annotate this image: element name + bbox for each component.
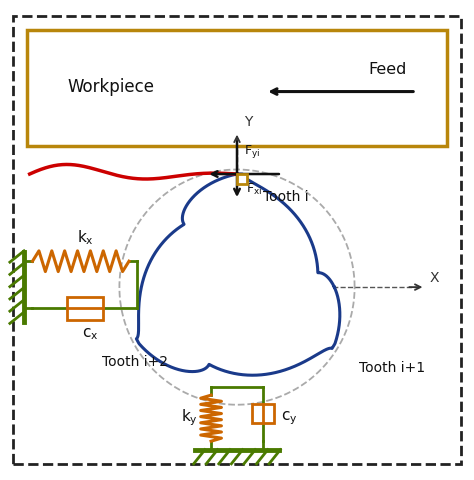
Text: Tooth i+1: Tooth i+1	[359, 361, 425, 375]
Text: Tooth i: Tooth i	[263, 190, 309, 204]
Text: X: X	[430, 271, 439, 285]
Text: k$_{\rm x}$: k$_{\rm x}$	[77, 228, 94, 247]
Text: Feed: Feed	[369, 62, 407, 77]
Text: c$_{\rm x}$: c$_{\rm x}$	[82, 326, 99, 342]
Polygon shape	[137, 174, 340, 375]
Text: Y: Y	[244, 115, 253, 130]
Text: k$_{\rm y}$: k$_{\rm y}$	[181, 408, 198, 429]
Text: Workpiece: Workpiece	[67, 78, 155, 96]
Text: F$_{\rm xi}$: F$_{\rm xi}$	[246, 181, 263, 197]
Text: Tooth i+2: Tooth i+2	[102, 355, 168, 369]
Bar	[237, 174, 247, 184]
Text: c$_{\rm y}$: c$_{\rm y}$	[281, 409, 297, 427]
Text: F$_{\rm yi}$: F$_{\rm yi}$	[244, 143, 260, 160]
Bar	[252, 404, 274, 423]
Bar	[67, 297, 103, 320]
Bar	[27, 30, 447, 146]
